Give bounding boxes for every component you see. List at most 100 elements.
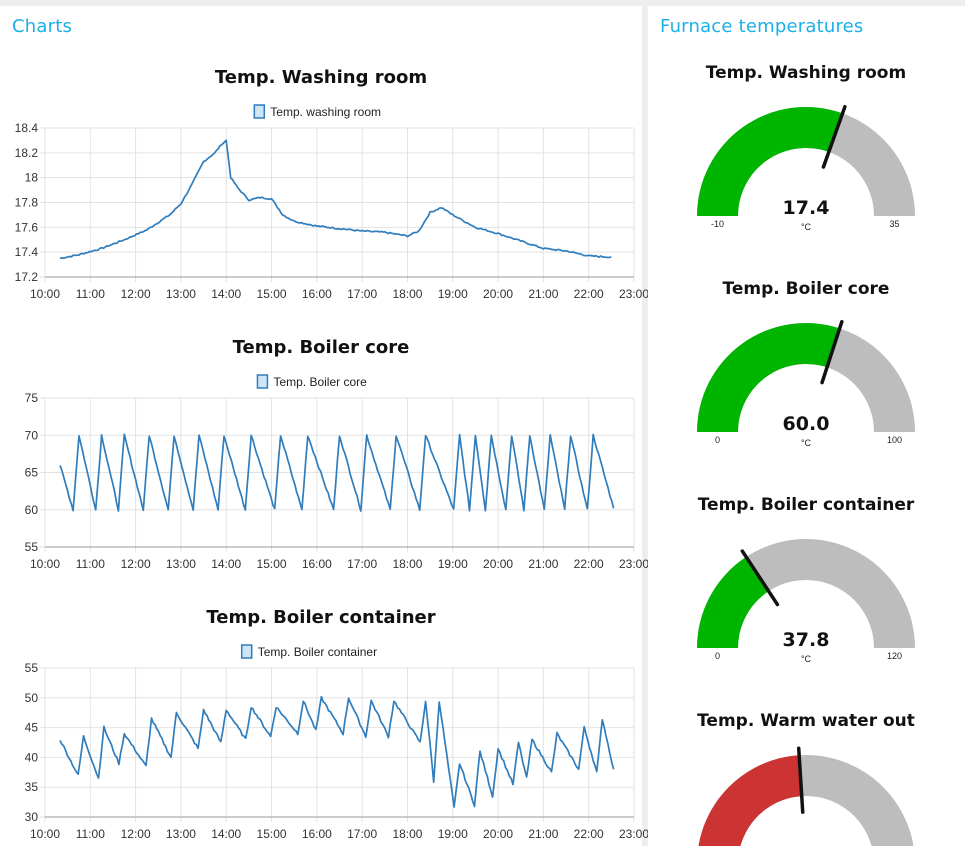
x-tick-label: 14:00 — [211, 287, 241, 301]
gauge-value: 17.4 — [783, 197, 830, 219]
y-tick-label: 55 — [25, 540, 39, 554]
gauge-needle-tip — [741, 550, 754, 568]
series-line — [59, 695, 615, 808]
x-tick-label: 19:00 — [438, 287, 468, 301]
legend-swatch — [240, 644, 253, 659]
y-tick-label: 17.8 — [15, 196, 39, 210]
y-tick-label: 35 — [25, 780, 39, 794]
charts-panel-title: Charts — [12, 16, 73, 37]
gauge-max-label: 35 — [889, 219, 899, 229]
legend-label: Temp. Boiler container — [258, 645, 377, 659]
gauges-panel: Furnace temperatures Temp. Washing room 1… — [648, 6, 965, 846]
x-tick-label: 20:00 — [483, 557, 513, 571]
gauge-unit: °C — [801, 654, 812, 664]
legend-label: Temp. Boiler core — [273, 375, 367, 389]
x-tick-label: 18:00 — [392, 287, 422, 301]
gauges-panel-title: Furnace temperatures — [660, 16, 864, 37]
gauge-max-label: 100 — [887, 435, 902, 445]
y-tick-label: 60 — [25, 503, 39, 517]
x-tick-label: 12:00 — [121, 287, 151, 301]
x-tick-label: 15:00 — [257, 827, 287, 841]
y-tick-label: 40 — [25, 750, 39, 764]
legend-label: Temp. washing room — [270, 105, 381, 119]
gauge-min-label: 0 — [715, 651, 720, 661]
gauge-1: Temp. Washing room 17.4 °C -10 35 — [697, 63, 915, 232]
x-tick-label: 23:00 — [619, 287, 649, 301]
x-tick-label: 10:00 — [30, 557, 60, 571]
x-tick-label: 10:00 — [30, 827, 60, 841]
chart-2: Temp. Boiler core Temp. Boiler core 55 60 65… — [25, 337, 650, 571]
x-tick-label: 10:00 — [30, 287, 60, 301]
x-tick-label: 16:00 — [302, 557, 332, 571]
x-tick-label: 13:00 — [166, 287, 196, 301]
gauge-min-label: 0 — [715, 435, 720, 445]
y-tick-label: 18.4 — [15, 121, 39, 135]
chart-1: Temp. Washing room Temp. washing room 17.2… — [15, 67, 650, 301]
gauge-title: Temp. Boiler container — [698, 495, 915, 515]
x-tick-label: 20:00 — [483, 287, 513, 301]
gauge-value: 37.8 — [783, 629, 830, 651]
series-line — [59, 433, 615, 512]
x-tick-label: 17:00 — [347, 827, 377, 841]
x-tick-label: 13:00 — [166, 827, 196, 841]
gauge-needle-tip — [797, 748, 801, 768]
gauge-fill — [697, 106, 843, 216]
x-tick-label: 22:00 — [574, 287, 604, 301]
x-tick-label: 11:00 — [76, 287, 105, 301]
x-tick-label: 12:00 — [121, 557, 151, 571]
y-tick-label: 17.6 — [15, 220, 39, 234]
x-tick-label: 20:00 — [483, 827, 513, 841]
chart-title: Temp. Boiler container — [206, 607, 435, 628]
gauge-unit: °C — [801, 438, 812, 448]
gauge-title: Temp. Warm water out — [697, 711, 915, 731]
gauge-needle-tip — [837, 106, 846, 126]
charts-canvas: Temp. Washing room Temp. washing room 17.2… — [15, 67, 650, 841]
x-tick-label: 12:00 — [121, 827, 151, 841]
gauge-fill — [697, 556, 769, 648]
x-tick-label: 17:00 — [347, 287, 377, 301]
y-tick-label: 18.2 — [15, 146, 39, 160]
y-tick-label: 50 — [25, 691, 39, 705]
x-tick-label: 14:00 — [211, 557, 241, 571]
gauge-4: Temp. Warm water out — [697, 711, 915, 846]
x-tick-label: 18:00 — [392, 557, 422, 571]
chart-3: Temp. Boiler container Temp. Boiler conta… — [25, 607, 650, 841]
gauge-title: Temp. Washing room — [706, 63, 906, 83]
y-tick-label: 45 — [25, 721, 39, 735]
gauge-fill — [698, 755, 802, 846]
y-tick-label: 55 — [25, 661, 39, 675]
chart-title: Temp. Washing room — [215, 67, 427, 88]
x-tick-label: 21:00 — [528, 827, 558, 841]
x-tick-label: 19:00 — [438, 557, 468, 571]
gauge-needle-tip — [835, 321, 843, 341]
y-tick-label: 70 — [25, 428, 39, 442]
gauges-canvas: Temp. Washing room 17.4 °C -10 35 Temp. Boile… — [697, 63, 915, 846]
charts-panel: Charts Temp. Washing room Temp. washing r… — [0, 6, 650, 846]
gauge-min-label: -10 — [711, 219, 724, 229]
x-tick-label: 21:00 — [528, 287, 558, 301]
x-tick-label: 18:00 — [392, 827, 422, 841]
legend-swatch — [253, 104, 266, 119]
y-tick-label: 75 — [25, 391, 39, 405]
gauge-value: 60.0 — [783, 413, 830, 435]
x-tick-label: 21:00 — [528, 557, 558, 571]
gauge-3: Temp. Boiler container 37.8 °C 0 120 — [697, 495, 915, 664]
x-tick-label: 19:00 — [438, 827, 468, 841]
gauge-title: Temp. Boiler core — [723, 279, 890, 299]
legend-swatch — [256, 374, 269, 389]
y-tick-label: 18 — [25, 171, 39, 185]
y-tick-label: 17.2 — [15, 270, 39, 284]
gauge-unit: °C — [801, 222, 812, 232]
x-tick-label: 13:00 — [166, 557, 196, 571]
x-tick-label: 15:00 — [257, 287, 287, 301]
y-tick-label: 30 — [25, 810, 39, 824]
series-line — [59, 139, 612, 260]
x-tick-label: 22:00 — [574, 557, 604, 571]
gauge-fill — [697, 323, 840, 432]
gauge-2: Temp. Boiler core 60.0 °C 0 100 — [697, 279, 915, 448]
chart-title: Temp. Boiler core — [233, 337, 410, 358]
x-tick-label: 16:00 — [302, 287, 332, 301]
gauge-max-label: 120 — [887, 651, 902, 661]
x-tick-label: 15:00 — [257, 557, 287, 571]
x-tick-label: 23:00 — [619, 557, 649, 571]
